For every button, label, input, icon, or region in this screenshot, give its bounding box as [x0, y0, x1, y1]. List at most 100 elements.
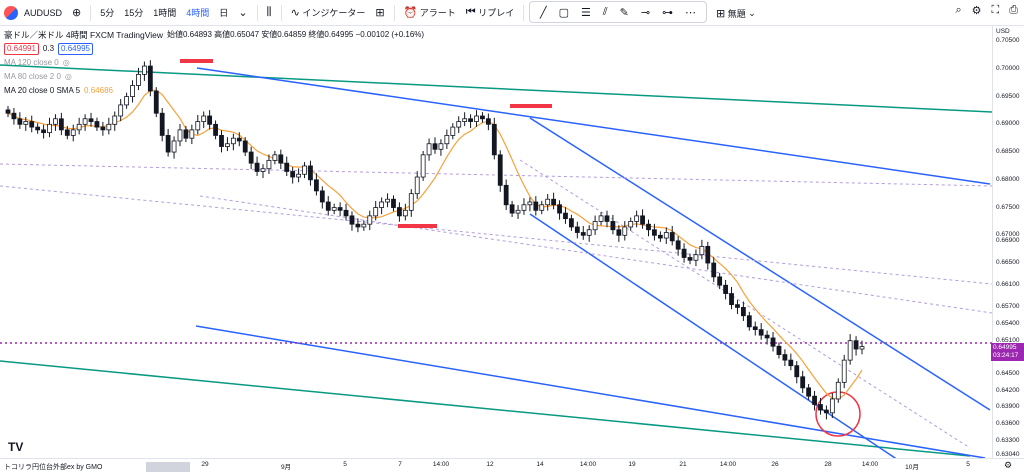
candle-body: [290, 171, 296, 178]
channel-tool-icon[interactable]: ⫽: [602, 5, 608, 18]
candle-body: [474, 115, 479, 122]
axis-settings-icon[interactable]: ⚙: [992, 458, 1024, 472]
candle-body: [391, 198, 396, 208]
candle-body: [165, 135, 171, 153]
interval-1h[interactable]: 1時間: [153, 8, 177, 18]
candle-body: [373, 207, 379, 217]
candle-body: [171, 140, 177, 153]
blue-channel-line: [195, 325, 986, 458]
candles-layer: [5, 60, 865, 420]
ohlc-values: 始値0.64893 高値0.65047 安値0.64859 終値0.64995 …: [167, 30, 425, 39]
trendline-tool-icon[interactable]: ╱: [539, 6, 547, 19]
dashed-trend-line: [199, 195, 992, 314]
candle-body: [485, 118, 491, 125]
time-tick: 14:00: [861, 461, 879, 468]
hover-tooltip-box: [146, 462, 190, 472]
interval-5m[interactable]: 5分: [100, 8, 115, 18]
price-tick: 0.69500: [996, 92, 1020, 100]
bid-button[interactable]: 0.64991: [4, 42, 39, 55]
layout-button[interactable]: ⊞ 無題 ⌄: [712, 3, 760, 23]
ma3-label: MA 20 close 0 SMA 5: [4, 86, 81, 95]
time-axis[interactable]: 29 9月 5 7 14:00 12 14 14:00 19 21 14:00 26 28 14:00 10…: [0, 458, 992, 472]
candle-body: [628, 221, 634, 228]
candle-body: [545, 198, 551, 206]
templates-icon[interactable]: ⊞: [375, 7, 385, 19]
candle-body: [693, 254, 699, 261]
eye-hidden-icon[interactable]: ◎: [62, 58, 70, 67]
candle-body: [468, 118, 473, 122]
tradingview-logo[interactable]: TV: [8, 440, 24, 454]
horizontal-line-tool-icon[interactable]: ⊸: [640, 6, 651, 19]
snapshot-icon[interactable]: ⎙: [1009, 4, 1018, 16]
top-toolbar: AUDUSD ⊕ 5分 15分 1時間 4時間 日 ⌄ ⫼ ∿ インジケーター …: [0, 0, 1024, 26]
brush-tool-icon[interactable]: ✎: [619, 6, 629, 19]
interval-dropdown-icon[interactable]: ⌄: [238, 7, 248, 19]
price-chart[interactable]: [0, 26, 992, 458]
symbol-logo-icon: [4, 5, 18, 20]
candle-body: [313, 179, 319, 192]
candle-body: [397, 207, 402, 217]
time-tick: 19: [628, 461, 636, 468]
candle-body: [551, 198, 557, 206]
time-tick: 7: [398, 461, 402, 468]
time-tick: 5: [343, 461, 347, 468]
add-symbol-icon[interactable]: ⊕: [72, 7, 82, 19]
candle-body: [153, 90, 159, 114]
ruler-tool-icon[interactable]: ⊶: [662, 6, 674, 19]
candle-type-icon[interactable]: ⫼: [266, 6, 272, 18]
fib-tool-icon[interactable]: ☰: [580, 6, 591, 19]
candle-body: [740, 307, 746, 317]
candle-body: [539, 204, 545, 211]
chevron-down-icon: ⌄: [748, 7, 756, 18]
candle-body: [355, 223, 361, 228]
replay-button[interactable]: ⏮ リプレイ: [462, 3, 518, 23]
candle-body: [367, 215, 373, 225]
eye-hidden-icon[interactable]: ◎: [64, 72, 72, 81]
price-axis[interactable]: USD 0.70500 0.70000 0.69500 0.69000 0.68500 0…: [992, 26, 1024, 458]
candle-body: [735, 304, 740, 308]
candle-body: [657, 234, 663, 239]
price-tick: 0.67500: [996, 203, 1020, 211]
price-tick: 0.66500: [996, 259, 1020, 267]
candle-body: [76, 123, 82, 131]
price-tick: 0.63900: [996, 403, 1020, 411]
candle-body: [70, 129, 76, 136]
settings-icon[interactable]: ⚙: [971, 5, 982, 17]
symbol-button[interactable]: AUDUSD: [24, 7, 63, 18]
candle-body: [770, 337, 776, 347]
interval-15m[interactable]: 15分: [124, 8, 144, 18]
drawing-settings-icon[interactable]: ⋯: [685, 6, 697, 19]
ask-button[interactable]: 0.64995: [58, 42, 93, 55]
price-tick: 0.65700: [996, 303, 1020, 311]
spread-value: 0.3: [42, 44, 55, 53]
candle-body: [88, 118, 94, 122]
candle-body: [201, 115, 207, 122]
separator: [393, 4, 395, 21]
candle-body: [687, 257, 693, 261]
candle-body: [426, 143, 432, 156]
search-icon[interactable]: ⌕: [955, 4, 962, 16]
candle-body: [361, 223, 367, 228]
symbol-title: 豪ドル／米ドル 4時間 FXCM TradingView: [4, 29, 164, 40]
price-tick: 0.68500: [996, 148, 1020, 156]
replay-label: リプレイ: [478, 8, 515, 18]
interval-1d[interactable]: 日: [219, 8, 229, 18]
indicators-button[interactable]: ∿ インジケーター: [287, 3, 370, 23]
fullscreen-icon[interactable]: ⛶: [991, 4, 1000, 16]
price-tick: 0.70000: [996, 64, 1020, 72]
price-tick: 0.64500: [996, 369, 1020, 377]
separator: [90, 4, 92, 21]
candle-body: [491, 123, 497, 156]
alert-button[interactable]: ⏰ アラート: [400, 3, 460, 23]
candle-body: [118, 104, 124, 117]
rectangle-tool-icon[interactable]: ▢: [558, 6, 569, 19]
candle-body: [230, 137, 236, 145]
ma3-legend-row: MA 20 close 0 SMA 5 0.64686: [4, 84, 424, 97]
candle-body: [136, 73, 141, 86]
candle-body: [29, 121, 35, 128]
candle-body: [841, 359, 847, 383]
candle-body: [675, 240, 681, 250]
interval-4h[interactable]: 4時間: [186, 8, 210, 18]
candle-body: [806, 387, 812, 397]
blue-channel-line: [529, 213, 897, 458]
